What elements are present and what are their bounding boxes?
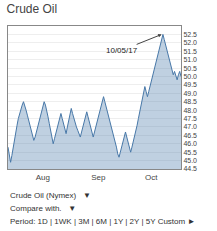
svg-text:49.5: 49.5 [183,81,197,88]
svg-text:Sep: Sep [91,173,106,182]
svg-text:Compare with. ▼: Compare with. ▼ [10,204,76,213]
svg-text:50.5: 50.5 [183,65,197,72]
svg-text:47.5: 47.5 [183,115,197,122]
svg-text:48.0: 48.0 [183,107,197,114]
svg-text:51.5: 51.5 [183,48,197,55]
svg-text:49.0: 49.0 [183,90,197,97]
svg-text:45.0: 45.0 [183,157,197,164]
svg-text:Period: 1D | 1WK | 3M | 6M | 1: Period: 1D | 1WK | 3M | 6M | 1Y | 2Y | 5… [10,217,195,226]
svg-text:46.5: 46.5 [183,132,197,139]
svg-text:51.0: 51.0 [183,56,197,63]
svg-text:52.0: 52.0 [183,39,197,46]
svg-text:Crude Oil (Nymex) ▼: Crude Oil (Nymex) ▼ [10,191,91,200]
svg-text:44.5: 44.5 [183,165,197,172]
svg-text:48.5: 48.5 [183,98,197,105]
svg-text:47.0: 47.0 [183,123,197,130]
svg-text:45.5: 45.5 [183,149,197,156]
svg-text:46.0: 46.0 [183,140,197,147]
svg-text:10/05/17: 10/05/17 [106,46,138,55]
svg-text:Aug: Aug [36,173,50,182]
svg-text:Oct: Oct [145,173,158,182]
svg-text:52.5: 52.5 [183,31,197,38]
svg-text:50.0: 50.0 [183,73,197,80]
svg-text:Crude Oil: Crude Oil [7,2,58,16]
